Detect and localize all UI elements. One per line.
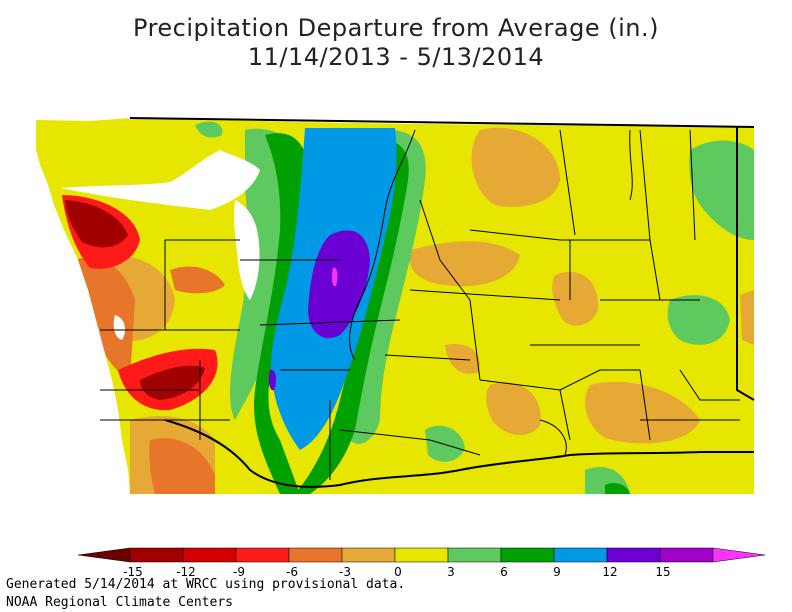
orange-region-central [409, 241, 520, 287]
purple-region-cascades [308, 230, 370, 339]
county-boundaries [100, 129, 740, 480]
state-boundary [129, 117, 755, 488]
legend-high-arrow [712, 547, 766, 563]
legend-swatch [500, 547, 555, 563]
legend-tick-label: -3 [339, 565, 351, 579]
legend-tick-label: 6 [500, 565, 508, 579]
orange-region-east [552, 271, 599, 326]
dark-orange-region-sw [149, 438, 215, 494]
legend-tick-label: -15 [123, 565, 143, 579]
grays-harbor [113, 315, 126, 340]
legend-swatch [235, 547, 290, 563]
orange-region-southcentral [486, 382, 541, 436]
legend-tick-label: -9 [233, 565, 245, 579]
map-date-range: 11/14/2013 - 5/13/2014 [247, 43, 545, 71]
orange-region-small [445, 344, 480, 374]
legend-swatch [447, 547, 502, 563]
legend-tick-label: 0 [394, 565, 402, 579]
legend-low-arrow [77, 547, 131, 563]
water-bodies [0, 100, 300, 494]
orange-region-far-east [740, 290, 754, 345]
footer-source: NOAA Regional Climate Centers [6, 595, 233, 610]
light-green-region-east [667, 295, 730, 345]
legend-tick-label: -6 [286, 565, 298, 579]
legend-tick-label: -12 [176, 565, 196, 579]
legend-swatch [182, 547, 237, 563]
magenta-peak [332, 267, 338, 287]
orange-region-northcentral [471, 127, 560, 207]
legend-swatch [394, 547, 449, 563]
legend-tick-label: 9 [553, 565, 561, 579]
legend-tick-label: 3 [447, 565, 455, 579]
orange-region-southeast [585, 381, 700, 444]
purple-region-small [268, 369, 277, 391]
light-green-region-north [195, 121, 223, 138]
legend-tick-label: 12 [602, 565, 617, 579]
legend-tick-label: 15 [655, 565, 670, 579]
legend-colorbar [77, 547, 766, 563]
dark-red-region-olympic [65, 200, 128, 248]
legend-ticks: -15 -12 -9 -6 -3 0 3 6 9 12 15 [123, 565, 670, 579]
dark-orange-region-puget [170, 266, 225, 294]
footer-generated-note: Generated 5/14/2014 at WRCC using provis… [6, 577, 406, 592]
legend-swatch [341, 547, 396, 563]
map-title: Precipitation Departure from Average (in… [133, 14, 659, 42]
dark-orange-region-coast [75, 257, 135, 380]
legend-swatch [659, 547, 714, 563]
dark-red-region-willapa [140, 365, 205, 400]
legend-swatch [606, 547, 661, 563]
rivers [349, 129, 633, 456]
legend-swatch [129, 547, 184, 563]
legend-swatch [288, 547, 343, 563]
light-green-region-south [425, 425, 465, 462]
puget-sound [233, 200, 260, 300]
green-region-southeast [605, 483, 630, 494]
legend-swatch [553, 547, 608, 563]
light-green-region-cascades-east [350, 129, 426, 444]
strait-of-juan-de-fuca [60, 150, 260, 210]
